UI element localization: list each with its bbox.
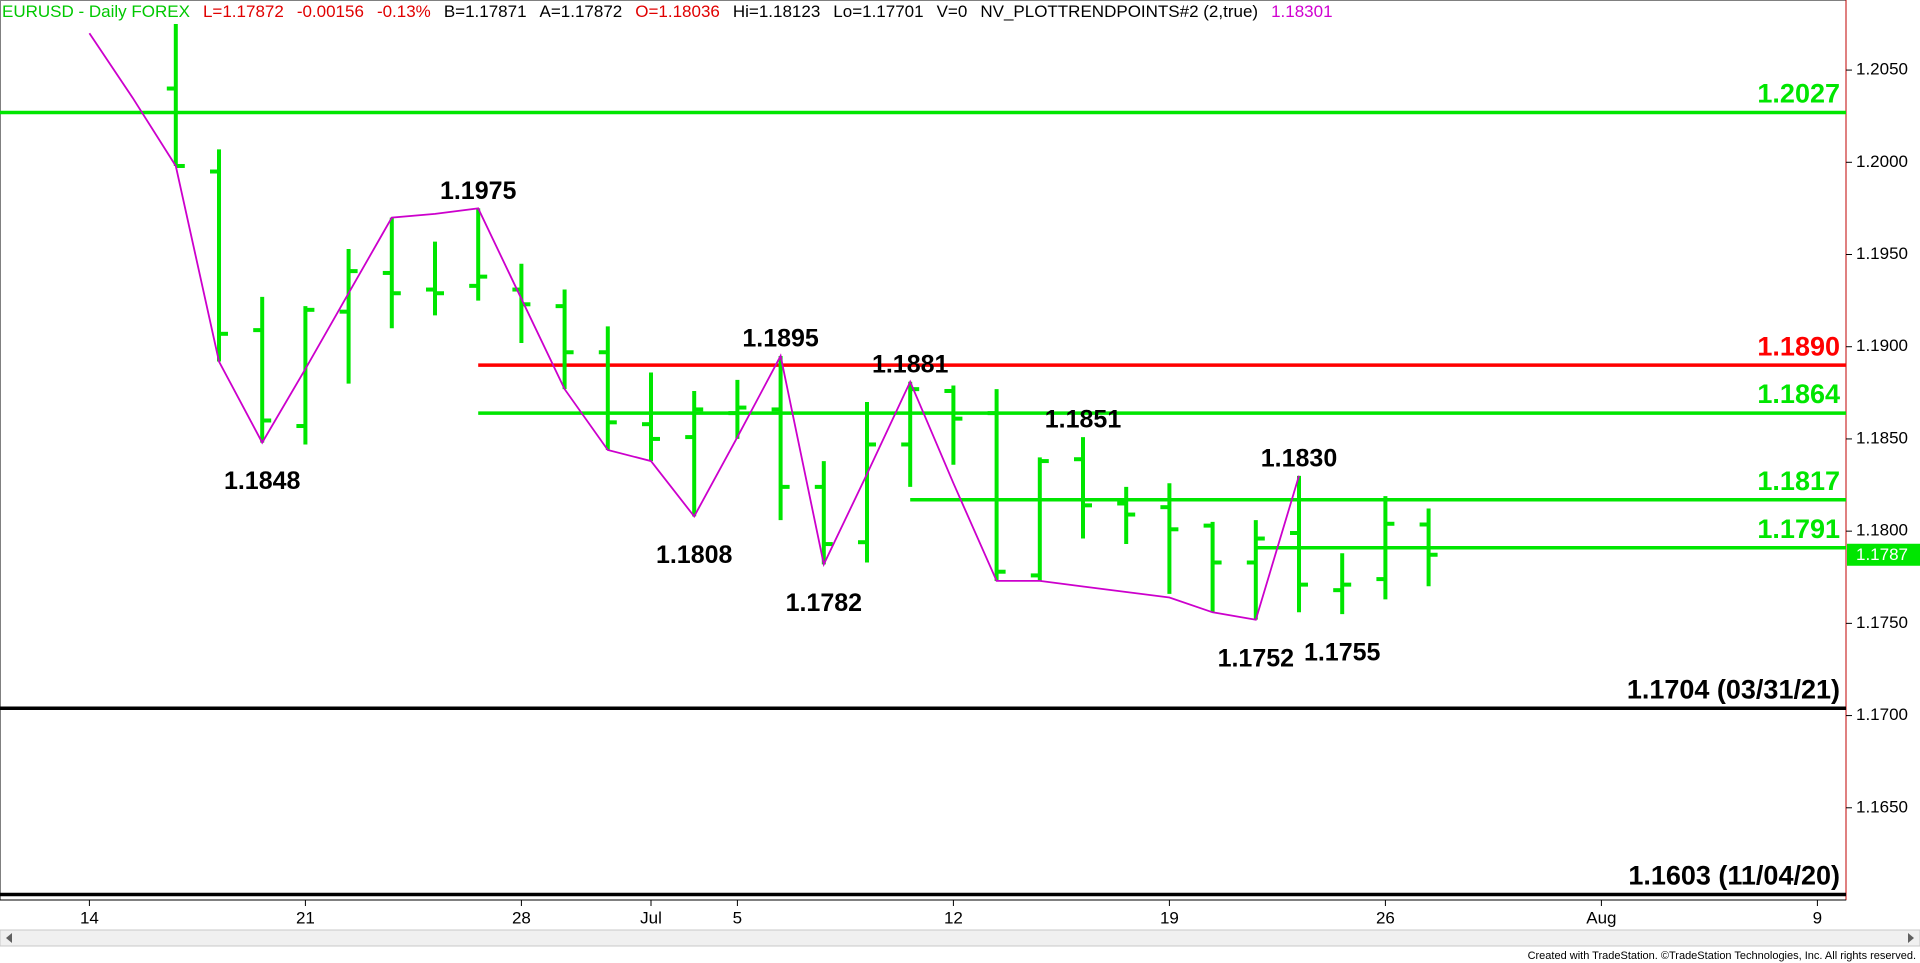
header-item: V=0: [936, 2, 968, 21]
y-tick-label: 1.1750: [1856, 613, 1908, 632]
ohlc-bar: [858, 402, 876, 563]
ohlc-bar: [1074, 437, 1092, 539]
header-item: 1.18301: [1271, 2, 1333, 21]
ohlc-bar: [555, 289, 574, 390]
header-item: Lo=1.17701: [833, 2, 924, 21]
level-label: 1.1890: [1757, 331, 1840, 361]
level-label: 1.1864: [1757, 379, 1840, 409]
last-price-label: 1.1787: [1856, 545, 1908, 564]
ohlc-bar: [901, 381, 920, 487]
header-item: -0.00156: [296, 2, 364, 21]
scroll-right[interactable]: [1908, 933, 1914, 943]
trend-line: [88, 32, 1300, 621]
ohlc-bar: [1333, 553, 1352, 615]
x-tick-label: Aug: [1586, 908, 1616, 927]
ohlc-bar: [1160, 483, 1179, 594]
x-tick-label: 19: [1160, 908, 1179, 927]
pivot-low-label: 1.1808: [656, 541, 733, 569]
scroll-track[interactable]: [0, 929, 1920, 947]
level-label: 1.1704 (03/31/21): [1627, 674, 1840, 704]
header: EURUSD - Daily FOREX L=1.17872 -0.00156 -0.…: [2, 2, 1333, 22]
level-label: 1.1603 (11/04/20): [1628, 861, 1840, 891]
header-item: O=1.18036: [635, 2, 720, 21]
header-item: -0.13%: [376, 2, 431, 21]
ohlc-bar: [1419, 508, 1438, 587]
pivot-high-label: 1.1851: [1045, 406, 1122, 434]
x-tick-label: 5: [733, 908, 742, 927]
ohlc-bar: [1117, 486, 1136, 545]
ohlc-bar: [814, 461, 833, 565]
ohlc-bar: [296, 306, 315, 445]
x-tick-label: Jul: [640, 908, 662, 927]
y-tick-label: 1.1650: [1856, 797, 1908, 816]
pivot-low-label: 1.1782: [786, 589, 862, 617]
y-tick-label: 1.2050: [1856, 60, 1908, 79]
x-tick-label: 12: [944, 908, 963, 927]
y-tick-label: 1.1900: [1856, 336, 1908, 355]
ohlc-bar: [685, 390, 704, 517]
ohlc-bar: [253, 296, 272, 443]
scroll-left[interactable]: [6, 933, 12, 943]
ohlc-bar: [1203, 521, 1222, 613]
y-tick-label: 1.1800: [1856, 521, 1908, 540]
header-item: L=1.17872: [202, 2, 284, 21]
pivot-high-label: 1.1975: [440, 177, 517, 205]
header-item: NV_PLOTTRENDPOINTS#2 (2,true): [980, 2, 1259, 21]
header-item: B=1.17871: [443, 2, 527, 21]
x-tick-label: 28: [512, 908, 531, 927]
y-tick-label: 1.1700: [1856, 705, 1908, 724]
x-tick-label: 14: [80, 908, 99, 927]
y-tick-label: 1.1950: [1856, 244, 1908, 263]
y-tick-label: 1.2000: [1856, 152, 1908, 171]
pivot-low-label: 1.1755: [1304, 639, 1381, 667]
ohlc-bar: [426, 241, 444, 316]
pivot-low-label: 1.1848: [224, 467, 301, 495]
ohlc-bar: [1376, 496, 1395, 600]
ohlc-bar: [1030, 457, 1049, 581]
ohlc-bar: [598, 326, 617, 450]
ohlc-bar: [944, 385, 963, 465]
pivot-low-label: 1.1752: [1218, 644, 1294, 672]
level-label: 1.1791: [1757, 514, 1840, 544]
ohlc-bar: [166, 23, 185, 168]
header-item: Hi=1.18123: [732, 2, 821, 21]
pivot-high-label: 1.1895: [742, 325, 819, 353]
last-price-box: [1847, 543, 1920, 566]
ohlc-bar: [512, 263, 531, 344]
ohlc-bar: [642, 372, 660, 462]
ohlc-bar: [987, 389, 1006, 581]
ohlc-bar: [1246, 520, 1265, 620]
pivot-high-label: 1.1830: [1261, 444, 1337, 472]
header-item: EURUSD - Daily FOREX: [2, 2, 190, 21]
plot-frame: [0, 0, 1847, 901]
x-tick-label: 26: [1376, 908, 1395, 927]
ohlc-bar: [382, 217, 401, 329]
ohlc-bar: [339, 248, 358, 384]
scrollbar[interactable]: [0, 929, 1920, 947]
ohlc-bar: [728, 379, 747, 439]
ohlc-bar: [771, 355, 790, 521]
footer: Created with TradeStation. ©TradeStation…: [1527, 950, 1916, 962]
level-label: 1.1817: [1757, 466, 1840, 496]
ohlc-bar: [210, 149, 228, 362]
x-tick-label: 21: [296, 908, 315, 927]
ohlc-bar: [469, 208, 488, 301]
x-tick-label: 9: [1813, 908, 1822, 927]
pivot-high-label: 1.1881: [872, 350, 949, 378]
y-tick-label: 1.1850: [1856, 428, 1908, 447]
ohlc-bar: [1290, 475, 1308, 613]
header-item: A=1.17872: [539, 2, 623, 21]
level-label: 1.2027: [1757, 79, 1840, 109]
